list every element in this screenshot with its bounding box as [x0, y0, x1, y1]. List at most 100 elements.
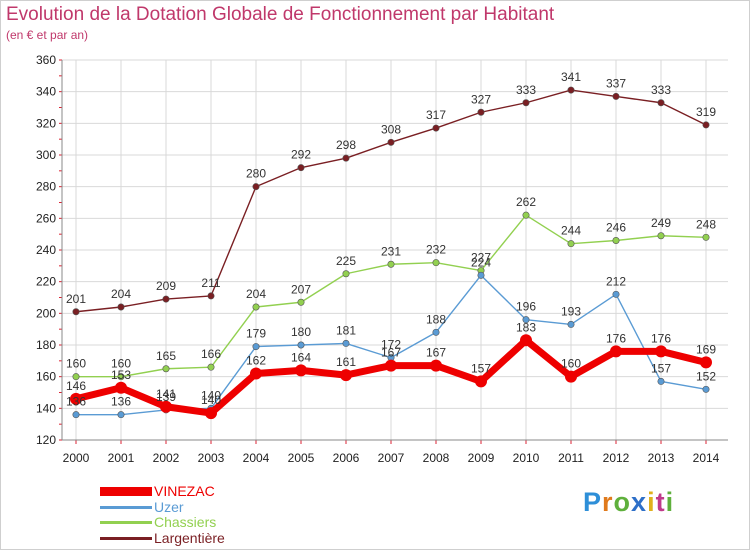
proxiti-logo: Proxiti	[583, 487, 675, 517]
data-point-vinezac	[205, 407, 217, 420]
data-label-chassiers: 249	[651, 216, 671, 230]
data-point-largentiere	[387, 138, 395, 146]
data-label-uzer: 224	[471, 255, 491, 269]
y-tick-label: 280	[36, 180, 56, 194]
data-point-vinezac	[385, 359, 397, 372]
data-label-uzer: 172	[381, 338, 401, 352]
data-label-uzer: 136	[111, 395, 131, 409]
data-point-uzer	[342, 339, 350, 347]
data-point-uzer	[297, 341, 305, 349]
x-tick-label: 2009	[468, 451, 495, 465]
data-label-chassiers: 244	[561, 224, 581, 238]
data-label-largentiere: 298	[336, 138, 356, 152]
data-label-largentiere: 327	[471, 92, 491, 106]
data-label-uzer: 157	[651, 361, 671, 375]
data-point-uzer	[702, 385, 710, 393]
data-label-largentiere: 292	[291, 148, 311, 162]
data-label-largentiere: 341	[561, 70, 581, 84]
data-point-vinezac	[475, 375, 487, 388]
data-point-chassiers	[252, 303, 260, 311]
data-label-vinezac: 141	[156, 387, 176, 401]
data-point-vinezac	[250, 367, 262, 380]
y-tick-label: 360	[36, 53, 56, 67]
x-tick-label: 2013	[648, 451, 675, 465]
data-point-uzer	[657, 377, 665, 385]
legend-label-vinezac: VINEZAC	[154, 483, 215, 499]
data-point-vinezac	[655, 345, 667, 358]
legend-swatch-largentiere	[100, 536, 152, 540]
data-point-vinezac	[340, 369, 352, 382]
y-tick-label: 340	[36, 85, 56, 99]
data-label-uzer: 181	[336, 323, 356, 337]
data-point-chassiers	[567, 240, 575, 248]
data-label-largentiere: 280	[246, 167, 266, 181]
data-label-vinezac: 164	[291, 350, 311, 364]
y-tick-label: 260	[36, 211, 56, 225]
data-label-vinezac: 140	[201, 393, 221, 407]
data-point-uzer	[252, 343, 260, 351]
data-label-uzer: 193	[561, 304, 581, 318]
data-label-chassiers: 160	[66, 357, 86, 371]
data-label-largentiere: 333	[651, 83, 671, 97]
data-point-chassiers	[522, 211, 530, 219]
data-label-largentiere: 201	[66, 292, 86, 306]
data-label-vinezac: 176	[651, 331, 671, 345]
data-label-chassiers: 160	[111, 357, 131, 371]
data-label-uzer: 152	[696, 369, 716, 383]
data-label-vinezac: 160	[561, 357, 581, 371]
x-tick-label: 2014	[693, 451, 720, 465]
data-label-chassiers: 207	[291, 282, 311, 296]
y-tick-label: 120	[36, 433, 56, 447]
data-label-largentiere: 211	[201, 276, 220, 290]
data-point-largentiere	[702, 121, 710, 129]
data-label-vinezac: 146	[66, 379, 86, 393]
data-point-chassiers	[297, 298, 305, 306]
data-label-uzer: 139	[156, 390, 176, 404]
data-point-vinezac	[160, 400, 172, 413]
data-point-largentiere	[432, 124, 440, 132]
data-label-uzer: 180	[291, 325, 311, 339]
data-point-largentiere	[477, 108, 485, 116]
data-label-uzer: 140	[201, 388, 221, 402]
legend-label-chassiers: Chassiers	[154, 514, 217, 530]
data-label-vinezac: 183	[516, 320, 536, 334]
data-point-uzer	[432, 328, 440, 336]
data-label-largentiere: 319	[696, 105, 716, 119]
data-point-vinezac	[565, 370, 577, 383]
data-label-chassiers: 227	[471, 251, 491, 265]
data-label-vinezac: 167	[426, 346, 446, 360]
data-point-uzer	[117, 411, 125, 419]
legend-swatch-vinezac	[100, 487, 152, 496]
data-point-largentiere	[342, 154, 350, 162]
data-label-uzer: 136	[66, 395, 86, 409]
data-label-largentiere: 337	[606, 76, 626, 90]
x-tick-label: 2006	[333, 451, 360, 465]
data-point-chassiers	[612, 237, 620, 245]
data-label-chassiers: 166	[201, 347, 221, 361]
data-point-largentiere	[252, 183, 260, 191]
x-tick-label: 2011	[558, 451, 584, 465]
data-point-largentiere	[72, 308, 80, 316]
data-label-chassiers: 232	[426, 243, 446, 257]
data-label-uzer: 179	[246, 327, 266, 341]
data-point-largentiere	[567, 86, 575, 94]
data-label-chassiers: 225	[336, 254, 356, 268]
data-point-chassiers	[432, 259, 440, 267]
data-point-largentiere	[522, 99, 530, 107]
data-point-largentiere	[297, 164, 305, 172]
data-label-vinezac: 176	[606, 331, 626, 345]
x-tick-label: 2001	[108, 451, 135, 465]
data-point-chassiers	[702, 233, 710, 241]
data-point-uzer	[72, 411, 80, 419]
data-label-uzer: 188	[426, 312, 446, 326]
x-tick-label: 2002	[153, 451, 180, 465]
x-tick-label: 2010	[513, 451, 540, 465]
data-point-chassiers	[72, 373, 80, 381]
data-label-vinezac: 161	[336, 355, 356, 369]
legend-swatch-uzer	[100, 505, 152, 509]
data-label-largentiere: 308	[381, 122, 401, 136]
data-label-largentiere: 209	[156, 279, 176, 293]
data-label-vinezac: 162	[246, 354, 266, 368]
